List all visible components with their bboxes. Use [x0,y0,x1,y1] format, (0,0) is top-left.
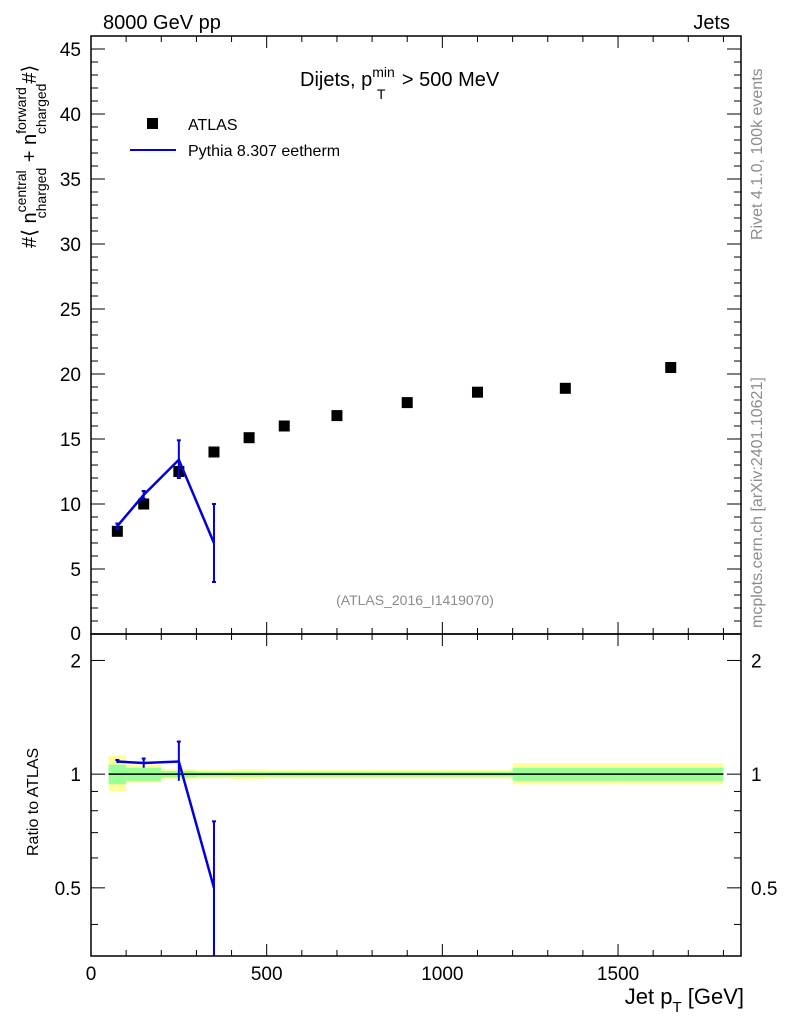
data-point-atlas [559,382,571,394]
y-tick-label: 30 [60,235,81,256]
x-axis-label: Jet pT [GeV] [625,984,744,1016]
legend-label-atlas: ATLAS [188,117,238,134]
y-tick-label: 15 [60,430,81,451]
ratio-y-axis-label: Ratio to ATLAS [25,748,42,856]
data-point-atlas [243,432,255,444]
x-tick-label: 1000 [421,964,463,985]
mcplots-label: mcplots.cern.ch [arXiv:2401.10621] [749,377,766,628]
data-point-atlas [665,362,677,373]
ratio-tick-label: 1 [70,765,81,786]
plot-title: Dijets, pmin T > 500 MeV [300,64,500,102]
y-tick-label: 25 [60,300,81,321]
ratio-tick-label-right: 2 [751,651,762,672]
ratio-panel: 0 500 1000 1500 0.5 0.5 1 1 2 2 [55,633,777,985]
data-point-atlas [278,420,290,432]
y-tick-label: 40 [60,105,81,126]
data-point-atlas [111,525,123,537]
y-tick-label-zero: 0 [70,624,81,645]
main-panel: 5 10 15 20 25 30 35 40 45 0 [60,35,742,645]
rivet-version-label: Rivet 4.1.0, 100k events [749,68,766,240]
x-tick-label: 0 [86,964,97,985]
data-point-atlas [208,446,220,458]
mc-line-pythia [116,457,216,544]
analysis-watermark: (ATLAS_2016_I1419070) [336,592,494,608]
ratio-frame [90,633,742,957]
y-tick-label: 10 [60,495,81,516]
x-tick-label: 500 [251,964,283,985]
y-tick-label: 20 [60,365,81,386]
ratio-tick-label-right: 0.5 [751,879,777,900]
legend-label-pythia: Pythia 8.307 eetherm [188,143,340,160]
ratio-tick-label: 2 [70,651,81,672]
ratio-tick-label-right: 1 [751,765,762,786]
header-left: 8000 GeV pp [103,12,221,34]
ratio-tick-label: 0.5 [55,879,81,900]
y-tick-label: 5 [70,560,81,581]
y-tick-label: 35 [60,170,81,191]
data-point-atlas [331,410,343,422]
x-tick-label: 1500 [597,964,639,985]
y-axis-label: #⟨ ncentral charged + nforward charged#⟩ [13,65,49,248]
legend-marker-atlas [147,118,158,129]
data-point-atlas [138,498,150,510]
ratio-line-pythia [117,760,216,889]
y-tick-label: 45 [60,40,81,61]
header-right: Jets [693,12,730,34]
data-point-atlas [471,386,483,398]
legend: ATLAS Pythia 8.307 eetherm [130,117,340,160]
data-point-atlas [401,397,413,409]
